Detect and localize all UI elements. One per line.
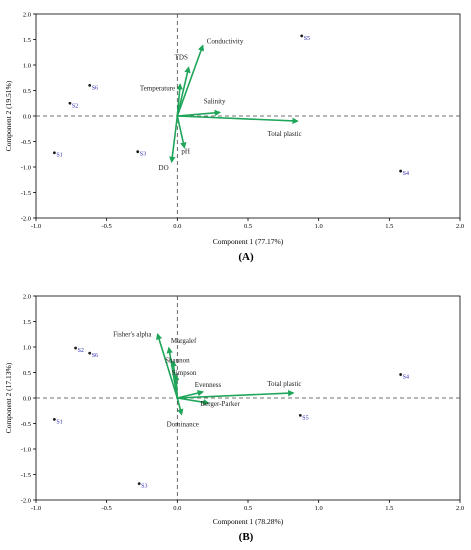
vector-label-berger-parker: Berger-Parker xyxy=(200,400,240,408)
site-point-s4 xyxy=(399,373,403,376)
site-point-s2 xyxy=(74,346,77,350)
y-tick-label: -1.5 xyxy=(21,472,31,479)
site-point-s3 xyxy=(137,482,141,486)
y-tick-label: -1.0 xyxy=(21,446,31,453)
x-tick-label: -0.5 xyxy=(102,223,112,230)
y-tick-label: -2.0 xyxy=(21,497,31,504)
vector-label-simpson: Simpson xyxy=(172,369,197,377)
vector-label-dominance: Dominance xyxy=(167,420,199,428)
x-tick-label: 2.0 xyxy=(456,223,464,230)
y-axis-title: Component 2 (17.13%) xyxy=(4,362,13,433)
y-tick-label: 0.5 xyxy=(23,370,31,377)
vector-label-conductivity: Conductivity xyxy=(207,38,244,46)
y-tick-label: 1.5 xyxy=(23,37,31,44)
x-tick-label: 0.5 xyxy=(244,223,252,230)
vector-label-total-plastic: Total plastic xyxy=(267,130,301,138)
loading-vector-total-plastic xyxy=(177,115,299,125)
panel-label: (A) xyxy=(238,251,254,263)
loading-vector-total-plastic xyxy=(177,389,295,399)
site-label-s3: S3 xyxy=(140,152,146,158)
loading-vector-dominance xyxy=(176,397,184,416)
site-label-s5: S5 xyxy=(302,415,308,421)
x-axis-title: Component 1 (78.28%) xyxy=(213,517,284,526)
panel-a: -1.0 -0.5 0.0 0.5 1.0 1.5 2.0 2.0 1.5 1.0 0.5 0.0 -0… xyxy=(4,11,464,263)
loading-vector-temperature xyxy=(176,83,183,117)
loading-vector-tds xyxy=(176,66,191,117)
x-tick-label: -1.0 xyxy=(31,223,41,230)
x-tick-label: 1.0 xyxy=(315,505,323,512)
y-tick-label: -0.5 xyxy=(21,139,31,146)
y-tick-label: 0.0 xyxy=(23,113,31,120)
vector-label-temperature: Temperature xyxy=(140,84,175,92)
loading-vector-do xyxy=(169,115,179,164)
x-tick-label: 0.0 xyxy=(173,505,181,512)
site-point-s4 xyxy=(399,169,403,173)
x-tick-label: 1.5 xyxy=(385,223,393,230)
site-point-s5 xyxy=(298,413,302,417)
vector-label-fisher-s-alpha: Fisher's alpha xyxy=(113,330,152,338)
site-label-s4: S4 xyxy=(403,171,409,177)
x-tick-label: 1.5 xyxy=(385,505,393,512)
y-tick-label: 1.0 xyxy=(23,62,31,69)
site-point-s6 xyxy=(88,351,92,355)
loading-vector-simpson xyxy=(173,373,180,399)
y-tick-label: 2.0 xyxy=(23,293,31,300)
y-tick-label: -0.5 xyxy=(21,421,31,428)
x-tick-label: 1.0 xyxy=(315,223,323,230)
y-tick-label: 0.5 xyxy=(23,88,31,95)
site-label-s2: S2 xyxy=(78,348,84,354)
site-point-s2 xyxy=(68,101,72,105)
site-label-s2: S2 xyxy=(72,103,78,109)
vector-label-salinity: Salinity xyxy=(204,97,226,105)
y-tick-label: 0.0 xyxy=(23,395,31,402)
loading-vector-fisher-s-alpha xyxy=(156,333,179,399)
site-point-s1 xyxy=(52,418,56,421)
y-tick-label: -1.0 xyxy=(21,164,31,171)
vector-label-margalef: Margalef xyxy=(171,337,197,345)
site-point-s5 xyxy=(300,34,304,38)
loading-vector-conductivity xyxy=(176,44,205,117)
y-tick-label: 2.0 xyxy=(23,11,31,18)
y-tick-label: -1.5 xyxy=(21,190,31,197)
site-label-s6: S6 xyxy=(92,353,98,359)
vector-label-do: DO xyxy=(159,164,169,172)
panel-label: (B) xyxy=(239,531,254,543)
y-axis-title: Component 2 (19.51%) xyxy=(4,80,13,151)
x-axis-title: Component 1 (77.17%) xyxy=(213,237,284,246)
x-tick-label: 0.5 xyxy=(244,505,252,512)
x-tick-label: -1.0 xyxy=(31,505,41,512)
loading-vector-evenness xyxy=(177,389,205,399)
vector-label-evenness: Evenness xyxy=(195,381,222,389)
vector-label-shannon: Shannon xyxy=(165,356,190,364)
x-tick-label: 2.0 xyxy=(456,505,464,512)
site-label-s3: S3 xyxy=(141,484,147,490)
site-point-s3 xyxy=(136,150,140,154)
site-label-s1: S1 xyxy=(56,419,62,425)
site-label-s4: S4 xyxy=(403,375,409,381)
x-tick-label: -0.5 xyxy=(102,505,112,512)
loading-vector-salinity xyxy=(177,109,222,117)
site-label-s1: S1 xyxy=(56,153,62,159)
site-point-s1 xyxy=(52,151,56,155)
vector-label-ph: pH xyxy=(181,148,190,156)
loading-vector-ph xyxy=(176,115,187,149)
y-tick-label: -2.0 xyxy=(21,215,31,222)
loading-vector-berger-parker xyxy=(177,397,210,406)
panel-b: -1.0 -0.5 0.0 0.5 1.0 1.5 2.0 2.0 1.5 1.0 0.5 0.0 -0… xyxy=(4,293,464,543)
y-tick-label: 1.0 xyxy=(23,344,31,351)
site-point-s6 xyxy=(88,84,92,87)
x-tick-label: 0.0 xyxy=(173,223,181,230)
vector-label-total-plastic: Total plastic xyxy=(267,380,301,388)
site-label-s5: S5 xyxy=(304,36,310,42)
y-tick-label: 1.5 xyxy=(23,319,31,326)
vector-label-tds: TDS xyxy=(175,54,188,62)
site-label-s6: S6 xyxy=(92,85,98,91)
